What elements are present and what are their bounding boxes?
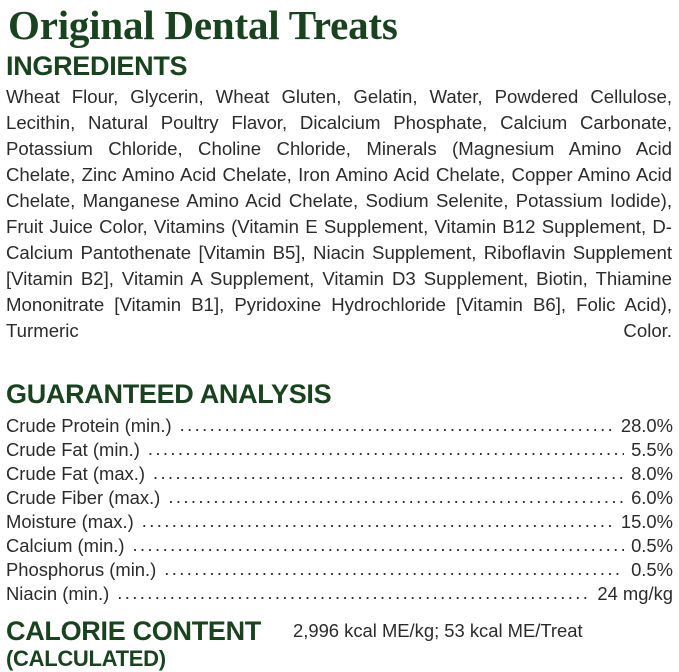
dot-leader: ........................................… (141, 510, 614, 531)
analysis-nutrient-value: 0.5% (631, 535, 673, 556)
analysis-row: Crude Protein (min.) ...................… (6, 414, 673, 438)
calorie-content-value: 2,996 kcal ME/kg; 53 kcal ME/Treat (293, 620, 583, 641)
ingredients-text: Wheat Flour, Glycerin, Wheat Gluten, Gel… (6, 86, 672, 341)
analysis-nutrient-value: 28.0% (620, 415, 673, 436)
analysis-nutrient-value: 5.5% (631, 439, 673, 460)
analysis-nutrient-name: Moisture (max.) (6, 511, 134, 532)
dot-leader: ........................................… (132, 534, 625, 555)
analysis-nutrient-name: Calcium (min.) (6, 535, 125, 556)
analysis-nutrient-value: 6.0% (631, 487, 673, 508)
analysis-nutrient-value: 0.5% (631, 559, 673, 580)
analysis-row: Phosphorus (min.) ......................… (6, 558, 673, 582)
analysis-nutrient-value: 24 mg/kg (597, 583, 673, 604)
analysis-nutrient-name: Crude Fat (max.) (6, 463, 145, 484)
analysis-nutrient-name: Phosphorus (min.) (6, 559, 157, 580)
guaranteed-analysis-heading: GUARANTEED ANALYSIS (6, 379, 332, 409)
calorie-content-heading-line2: (CALCULATED) (6, 646, 166, 671)
analysis-row: Moisture (max.) ........................… (6, 510, 673, 534)
calorie-content-heading: CALORIE CONTENT (CALCULATED) (6, 616, 261, 672)
analysis-nutrient-name: Crude Fiber (max.) (6, 487, 161, 508)
page-title: Original Dental Treats (8, 2, 398, 48)
dot-leader: ........................................… (164, 558, 624, 579)
analysis-row: Niacin (min.) ..........................… (6, 582, 673, 606)
ingredients-heading: INGREDIENTS (6, 51, 188, 81)
analysis-nutrient-name: Crude Protein (min.) (6, 415, 172, 436)
calorie-content-block: CALORIE CONTENT (CALCULATED) 2,996 kcal … (6, 616, 673, 672)
calorie-content-heading-line1: CALORIE CONTENT (6, 616, 261, 646)
analysis-nutrient-value: 8.0% (631, 463, 673, 484)
analysis-nutrient-name: Niacin (min.) (6, 583, 110, 604)
analysis-row: Crude Fat (min.) .......................… (6, 438, 673, 462)
dot-leader: ........................................… (168, 486, 624, 507)
dot-leader: ........................................… (179, 414, 614, 435)
analysis-nutrient-name: Crude Fat (min.) (6, 439, 140, 460)
analysis-row: Crude Fat (max.) .......................… (6, 462, 673, 486)
analysis-row: Crude Fiber (max.) .....................… (6, 486, 673, 510)
analysis-row: Calcium (min.) .........................… (6, 534, 673, 558)
guaranteed-analysis-list: Crude Protein (min.) ...................… (6, 414, 673, 606)
analysis-nutrient-value: 15.0% (620, 511, 673, 532)
dot-leader: ........................................… (147, 438, 624, 459)
dot-leader: ........................................… (117, 582, 591, 603)
dot-leader: ........................................… (152, 462, 625, 483)
